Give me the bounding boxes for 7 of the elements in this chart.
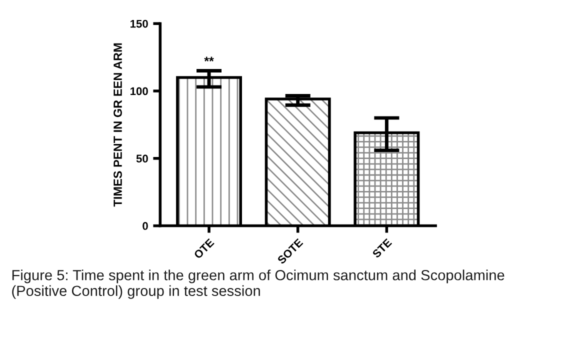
annotation: ** [204, 56, 214, 62]
y-tick-label: 100 [130, 87, 148, 96]
y-tick-label: 50 [136, 154, 148, 163]
y-tick-label: 150 [130, 20, 148, 28]
caption: Figure 5: Time spent in the green arm of Ocimum sanctum and Scopolamine (Positive Control) group in test session [12, 270, 504, 299]
y-axis-title: TIMES PENT IN GR EEN ARM [114, 43, 122, 207]
y-tick-label: 0 [142, 222, 148, 230]
